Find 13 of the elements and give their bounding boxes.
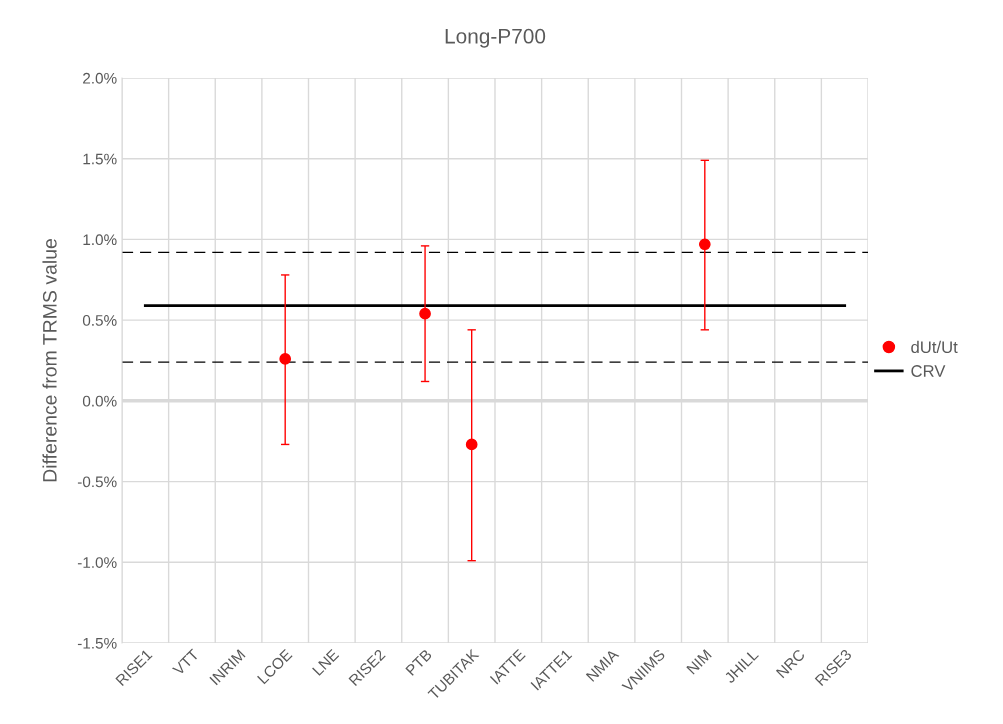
y-tick-label: 0.5% [82, 315, 117, 326]
x-tick-label: VTT [171, 648, 200, 677]
legend-label: CRV [911, 365, 946, 377]
y-tick-label: -1.0% [77, 557, 117, 568]
y-tick-label: 2.0% [83, 72, 117, 84]
y-tick-label: 1.0% [83, 234, 117, 246]
y-tick-label: -1.5% [77, 637, 117, 649]
legend-label: dUt/Ut [911, 340, 958, 354]
y-tick-label: 0.0% [82, 395, 117, 407]
y-axis-title: Difference from TRMS value [42, 239, 57, 482]
chart-title: Long-P700 [445, 28, 546, 48]
y-tick-label: -0.5% [77, 476, 117, 488]
y-tick-label: 1.5% [83, 153, 117, 165]
